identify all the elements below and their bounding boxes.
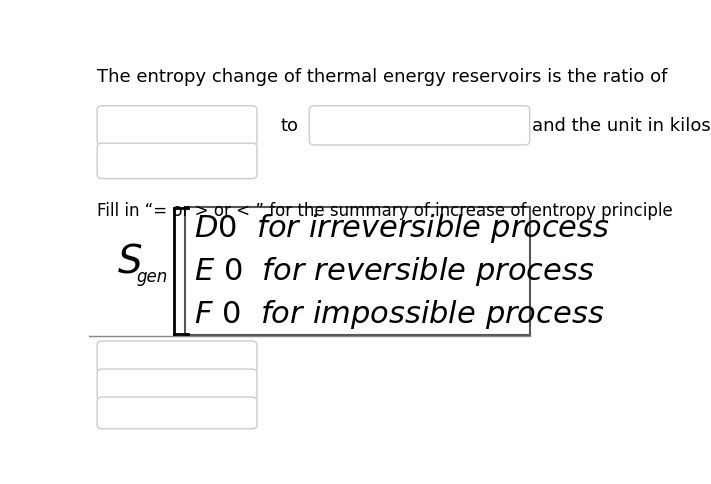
- FancyBboxPatch shape: [97, 369, 257, 401]
- Text: $S$: $S$: [117, 242, 143, 280]
- FancyBboxPatch shape: [97, 397, 257, 429]
- FancyBboxPatch shape: [97, 341, 257, 373]
- Text: $E\ 0$  $\mathit{for\ reversible\ process}$: $E\ 0$ $\mathit{for\ reversible\ process…: [193, 254, 594, 287]
- Text: $D0$  $\mathit{for\ irreversible\ process}$: $D0$ $\mathit{for\ irreversible\ process…: [193, 211, 609, 244]
- Text: to: to: [281, 117, 299, 135]
- Text: and the unit in kilos is: and the unit in kilos is: [533, 117, 711, 135]
- FancyBboxPatch shape: [309, 106, 530, 146]
- Text: gen: gen: [137, 267, 168, 285]
- FancyBboxPatch shape: [186, 207, 530, 336]
- Text: $F\ 0$  $\mathit{for\ impossible\ process}$: $F\ 0$ $\mathit{for\ impossible\ process…: [193, 297, 604, 330]
- FancyBboxPatch shape: [97, 144, 257, 179]
- Text: The entropy change of thermal energy reservoirs is the ratio of: The entropy change of thermal energy res…: [97, 67, 668, 85]
- FancyBboxPatch shape: [97, 106, 257, 146]
- Text: Fill in “= or > or < ” for the summary of increase of entropy principle: Fill in “= or > or < ” for the summary o…: [97, 201, 673, 220]
